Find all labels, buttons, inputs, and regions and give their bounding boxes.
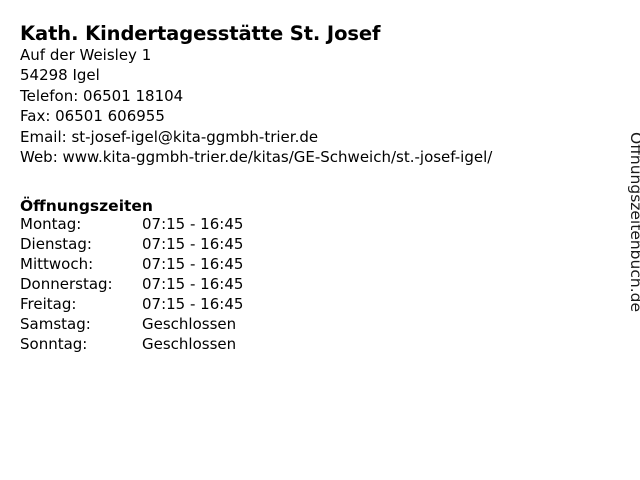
opening-hours-body: Montag: 07:15 - 16:45 Dienstag: 07:15 - … — [20, 214, 302, 354]
day-label: Donnerstag: — [20, 275, 113, 293]
day-hours: 07:15 - 16:45 — [142, 295, 244, 313]
address-street: Auf der Weisley 1 — [20, 46, 152, 64]
day-hours: 07:15 - 16:45 — [142, 235, 244, 253]
fax-line: Fax: 06501 606955 — [20, 107, 165, 126]
email-line: Email: st-josef-igel@kita-ggmbh-trier.de — [20, 127, 319, 146]
day-hours: 07:15 - 16:45 — [142, 275, 244, 293]
day-label: Montag: — [20, 215, 82, 233]
contact-block: Auf der Weisley 1 54298 Igel Telefon: 06… — [20, 45, 610, 167]
table-row: Sonntag: Geschlossen — [20, 334, 302, 354]
day-hours: Geschlossen — [142, 335, 237, 353]
table-row: Freitag: 07:15 - 16:45 — [20, 294, 302, 314]
table-row: Dienstag: 07:15 - 16:45 — [20, 234, 302, 254]
watermark: Öffnungszeitenbuch.de — [612, 132, 640, 332]
day-label: Freitag: — [20, 295, 77, 313]
website-line: Web: www.kita-ggmbh-trier.de/kitas/GE-Sc… — [20, 148, 493, 167]
day-label: Mittwoch: — [20, 255, 94, 273]
page-title: Kath. Kindertagesstätte St. Josef — [20, 22, 381, 46]
table-row: Donnerstag: 07:15 - 16:45 — [20, 274, 302, 294]
phone-line: Telefon: 06501 18104 — [20, 86, 184, 105]
day-hours: 07:15 - 16:45 — [142, 215, 244, 233]
day-label: Sonntag: — [20, 335, 88, 353]
day-hours: 07:15 - 16:45 — [142, 255, 244, 273]
table-row: Samstag: Geschlossen — [20, 314, 302, 334]
table-row: Montag: 07:15 - 16:45 — [20, 214, 302, 234]
table-row: Mittwoch: 07:15 - 16:45 — [20, 254, 302, 274]
day-label: Samstag: — [20, 315, 91, 333]
day-hours: Geschlossen — [142, 315, 237, 333]
address-city: 54298 Igel — [20, 66, 100, 85]
watermark-label: Öffnungszeitenbuch.de — [627, 132, 640, 312]
opening-hours-table: Montag: 07:15 - 16:45 Dienstag: 07:15 - … — [20, 214, 302, 354]
opening-hours-heading: Öffnungszeiten — [20, 196, 153, 215]
day-label: Dienstag: — [20, 235, 92, 253]
